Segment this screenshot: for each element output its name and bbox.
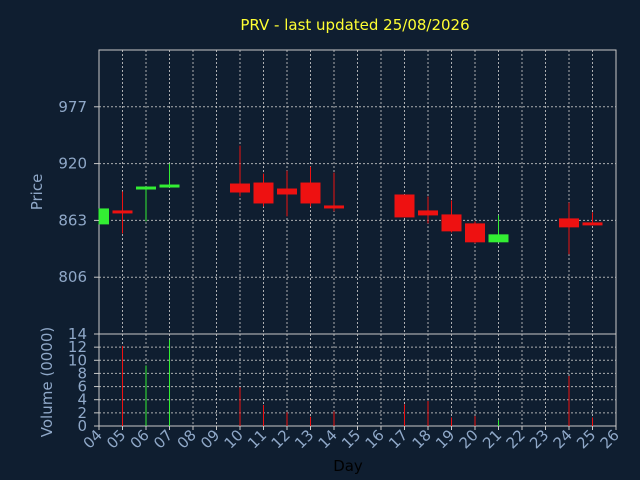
candle-body-18 <box>418 210 438 216</box>
price-grid <box>98 50 617 334</box>
x-tick-label: 11 <box>244 426 270 452</box>
price-tick-label: 920 <box>58 155 87 173</box>
price-axis-label: Price <box>28 174 46 211</box>
price-tick-label: 977 <box>58 98 87 116</box>
candle-body-06 <box>136 186 156 190</box>
candle-body-17 <box>394 194 415 218</box>
price-ticks: 806 863 920 977 <box>58 98 99 286</box>
candles <box>98 145 603 255</box>
candle-body-25 <box>582 222 603 226</box>
x-tick-label: 09 <box>197 426 223 452</box>
candle-body-05 <box>112 210 133 214</box>
x-tick-label: 07 <box>150 426 176 452</box>
candle-body-13 <box>300 182 321 204</box>
x-tick-label: 15 <box>338 426 364 452</box>
candle-body-21 <box>488 234 509 243</box>
candle-body-24 <box>559 218 579 228</box>
x-tick-label: 25 <box>573 426 599 452</box>
x-tick-label: 23 <box>526 426 552 452</box>
volume-tick-label: 6 <box>77 378 87 396</box>
volume-axis-label: Volume (0000) <box>38 327 56 437</box>
chart-title: PRV - last updated 25/08/2026 <box>240 16 469 34</box>
x-tick-label: 14 <box>315 426 341 452</box>
candle-body-11 <box>253 182 274 204</box>
x-axis-label: Day <box>333 457 363 475</box>
x-tick-label: 24 <box>550 426 576 452</box>
candle-body-14 <box>324 205 344 209</box>
x-tick-label: 26 <box>597 426 623 452</box>
volume-tick-label: 2 <box>77 404 87 422</box>
x-tick-label: 17 <box>385 426 411 452</box>
x-tick-label: 19 <box>432 426 458 452</box>
volume-tick-label: 0 <box>77 417 87 435</box>
x-tick-label: 13 <box>291 426 317 452</box>
candle-body-19 <box>441 214 462 232</box>
x-tick-label: 12 <box>268 426 294 452</box>
x-tick-label: 06 <box>127 426 153 452</box>
volume-tick-label: 10 <box>68 351 87 369</box>
volume-tick-label: 4 <box>77 391 87 409</box>
volume-tick-label: 12 <box>68 338 87 356</box>
candle-body-04 <box>99 208 109 225</box>
candle-body-20 <box>465 223 485 243</box>
x-tick-label: 20 <box>456 426 482 452</box>
price-tick-label: 806 <box>58 268 87 286</box>
volume-grid <box>98 334 617 426</box>
x-tick-label: 08 <box>174 426 200 452</box>
volume-tick-label: 8 <box>77 364 87 382</box>
x-tick-label: 05 <box>103 426 129 452</box>
x-tick-label: 16 <box>362 426 388 452</box>
volume-tick-label: 14 <box>68 325 87 343</box>
x-tick-label: 22 <box>503 426 529 452</box>
x-ticks: 0405060708091011121314151617181920212223… <box>80 426 623 452</box>
candle-body-07 <box>159 184 180 188</box>
price-tick-label: 863 <box>58 211 87 229</box>
candle-body-12 <box>277 188 297 195</box>
candle-body-10 <box>230 183 250 193</box>
x-tick-label: 18 <box>409 426 435 452</box>
x-tick-label: 10 <box>221 426 247 452</box>
volume-bars <box>122 339 593 426</box>
x-tick-label: 21 <box>479 426 505 452</box>
